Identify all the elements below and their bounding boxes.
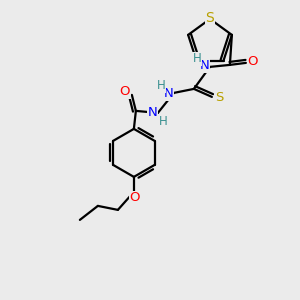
Text: N: N [164,87,174,101]
Text: O: O [130,191,140,204]
Text: S: S [215,92,223,104]
Text: S: S [206,11,214,25]
Text: H: H [158,116,167,128]
Text: N: N [200,59,210,72]
Text: O: O [248,56,258,68]
Text: H: H [193,52,201,65]
Text: O: O [120,85,130,98]
Text: N: N [148,106,158,119]
Text: H: H [157,80,165,92]
